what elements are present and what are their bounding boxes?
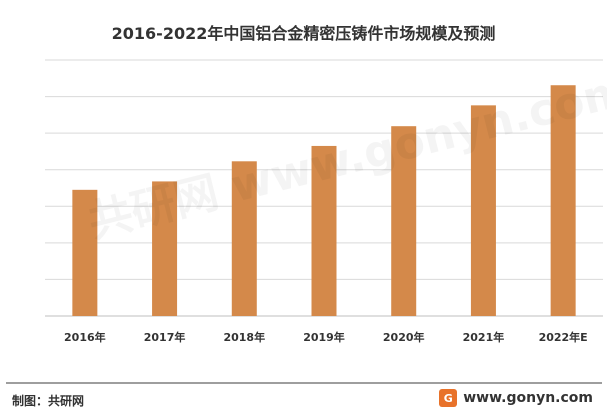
x-tick-label: 2019年 [303, 330, 345, 344]
bar [231, 161, 257, 316]
bar [152, 181, 178, 316]
source-label: 制图：共研网 [12, 394, 85, 408]
x-tick-label: 2021年 [463, 330, 505, 344]
bar [470, 105, 496, 316]
x-tick-label: 2017年 [144, 330, 186, 344]
bar [72, 189, 98, 316]
bar [311, 145, 337, 316]
bar [391, 126, 417, 317]
x-tick-label: 2020年 [383, 330, 425, 344]
x-tick-label: 2016年 [64, 330, 106, 344]
bar [550, 85, 576, 316]
chart-title: 2016-2022年中国铝合金精密压铸件市场规模及预测 [111, 24, 496, 43]
website-url: www.gonyn.com [463, 390, 593, 406]
gonyn-logo-icon: G [439, 389, 458, 407]
x-tick-label: 2022年E [539, 330, 588, 344]
footer-divider [6, 382, 602, 384]
x-tick-label: 2018年 [223, 330, 265, 344]
footer-logo: G www.gonyn.com [439, 389, 593, 407]
